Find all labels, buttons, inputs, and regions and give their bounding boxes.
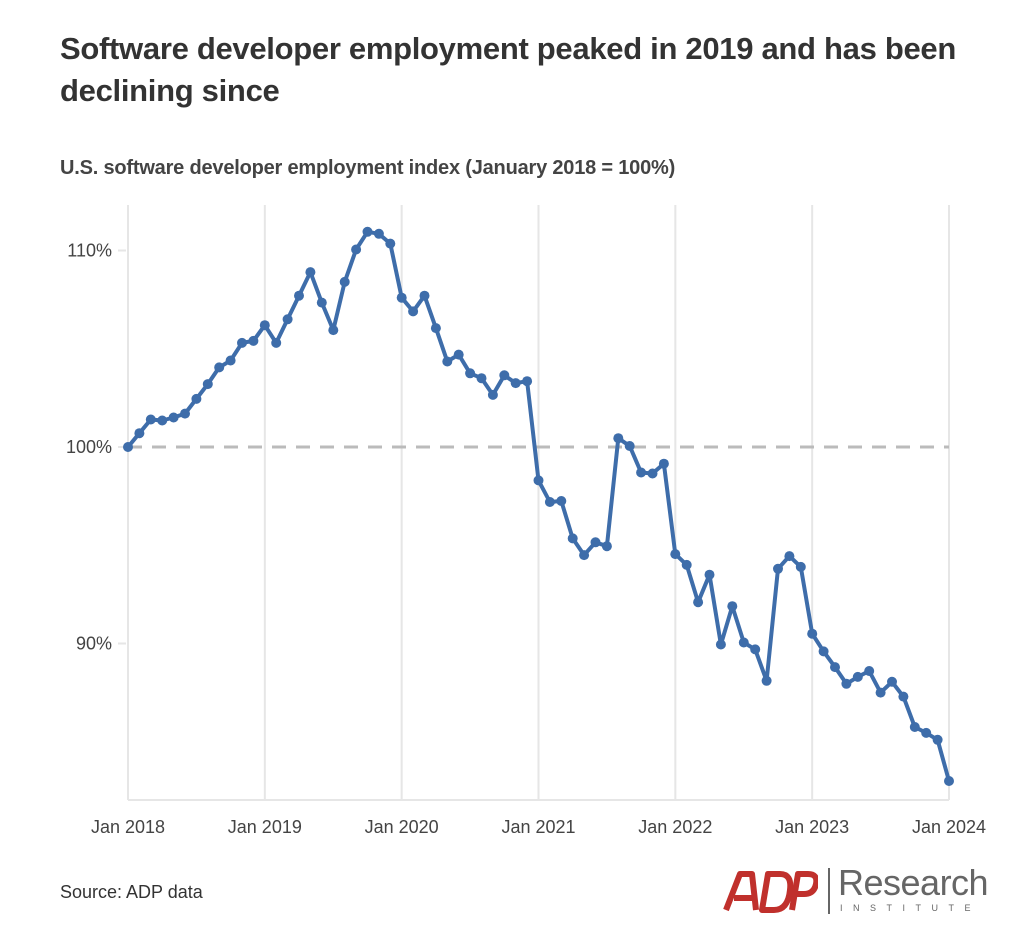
data-point: [613, 433, 624, 444]
x-axis: Jan 2018 Jan 2019 Jan 2020 Jan 2021 Jan 2022…: [91, 799, 986, 837]
data-point: [727, 601, 738, 612]
data-point: [864, 666, 875, 676]
data-point: [476, 373, 487, 384]
data-point: [773, 563, 783, 574]
chart-subtitle: U.S. software developer employment index…: [60, 157, 676, 179]
data-point: [373, 228, 384, 239]
data-point: [168, 412, 179, 423]
data-point: [123, 442, 133, 452]
line-chart: 90%100%110% Jan 2018 Jan 2019 Jan 2020 Jan …: [66, 205, 986, 837]
data-point: [453, 349, 464, 360]
data-point: [157, 415, 168, 426]
logo-letter-p: [789, 871, 818, 911]
data-point: [214, 362, 225, 373]
data-point: [465, 368, 476, 379]
data-point: [887, 676, 897, 687]
logo-research-text: Research: [838, 862, 989, 903]
data-point: [442, 356, 453, 367]
data-point: [533, 475, 544, 486]
logo-letter-a: [723, 871, 759, 912]
data-point: [921, 727, 932, 738]
data-point: [944, 776, 954, 786]
data-points: [123, 226, 954, 786]
data-point: [408, 306, 419, 317]
data-point: [818, 646, 829, 657]
y-axis: 90% 100% 110%: [66, 241, 126, 654]
data-point: [145, 414, 156, 425]
data-point: [419, 290, 430, 301]
data-point: [750, 644, 761, 655]
data-point: [305, 267, 316, 278]
x-tick-label: Jan 2018: [91, 817, 165, 837]
data-point: [830, 662, 840, 673]
grid-lines: [127, 205, 950, 800]
data-point: [385, 238, 396, 249]
adp-research-logo: Research INSTITUTE: [722, 862, 1002, 918]
data-point: [579, 550, 590, 561]
data-point: [567, 533, 578, 544]
data-point: [841, 678, 852, 689]
x-tick-label: Jan 2024: [912, 817, 986, 837]
data-point: [180, 408, 190, 419]
x-tick-label: Jan 2023: [775, 817, 849, 837]
data-point: [328, 325, 339, 336]
x-tick-label: Jan 2021: [501, 817, 575, 837]
x-tick-label: Jan 2019: [228, 817, 302, 837]
data-point: [590, 537, 601, 548]
data-point: [259, 320, 270, 331]
data-point: [647, 468, 658, 479]
y-tick-label: 90%: [76, 634, 112, 654]
data-point: [510, 378, 521, 389]
data-point: [795, 561, 806, 572]
data-point: [761, 675, 772, 686]
logo-institute-text: INSTITUTE: [840, 903, 981, 913]
source-note: Source: ADP data: [60, 882, 203, 902]
data-point: [670, 549, 681, 560]
data-point: [487, 389, 498, 400]
data-point: [556, 496, 567, 506]
data-point: [134, 428, 145, 439]
y-tick-label: 110%: [67, 241, 112, 261]
data-point: [225, 355, 236, 366]
data-point: [191, 393, 202, 404]
data-point: [681, 559, 692, 570]
logo-divider: [828, 868, 830, 914]
data-point: [715, 639, 726, 650]
data-point: [601, 541, 612, 552]
data-point: [282, 314, 293, 325]
data-point: [624, 441, 635, 451]
data-point: [658, 458, 669, 469]
x-tick-label: Jan 2022: [638, 817, 712, 837]
data-point: [294, 290, 304, 301]
data-point: [362, 226, 373, 237]
data-point: [704, 569, 715, 580]
logo-letter-d: [759, 871, 794, 913]
data-point: [636, 467, 647, 478]
data-point: [909, 722, 920, 732]
x-tick-label: Jan 2020: [365, 817, 439, 837]
data-point: [784, 551, 795, 562]
data-point: [544, 497, 555, 507]
data-point: [237, 337, 247, 348]
data-point: [351, 244, 362, 255]
data-point: [339, 276, 350, 287]
data-point: [738, 637, 749, 648]
data-point: [693, 597, 704, 608]
data-point: [316, 297, 327, 308]
y-tick-label: 100%: [66, 437, 112, 457]
data-point: [522, 376, 533, 387]
data-point: [248, 335, 259, 346]
data-point: [807, 628, 818, 639]
data-point: [271, 337, 282, 348]
data-point: [875, 687, 886, 698]
data-point: [852, 671, 863, 682]
data-point: [499, 370, 510, 381]
data-point: [202, 379, 213, 390]
adp-logo-icon: [723, 871, 818, 913]
data-point: [430, 323, 441, 334]
data-point: [932, 734, 943, 745]
data-point: [396, 292, 407, 303]
data-point: [898, 691, 909, 702]
chart-title: Software developer employment peaked in …: [60, 31, 956, 108]
